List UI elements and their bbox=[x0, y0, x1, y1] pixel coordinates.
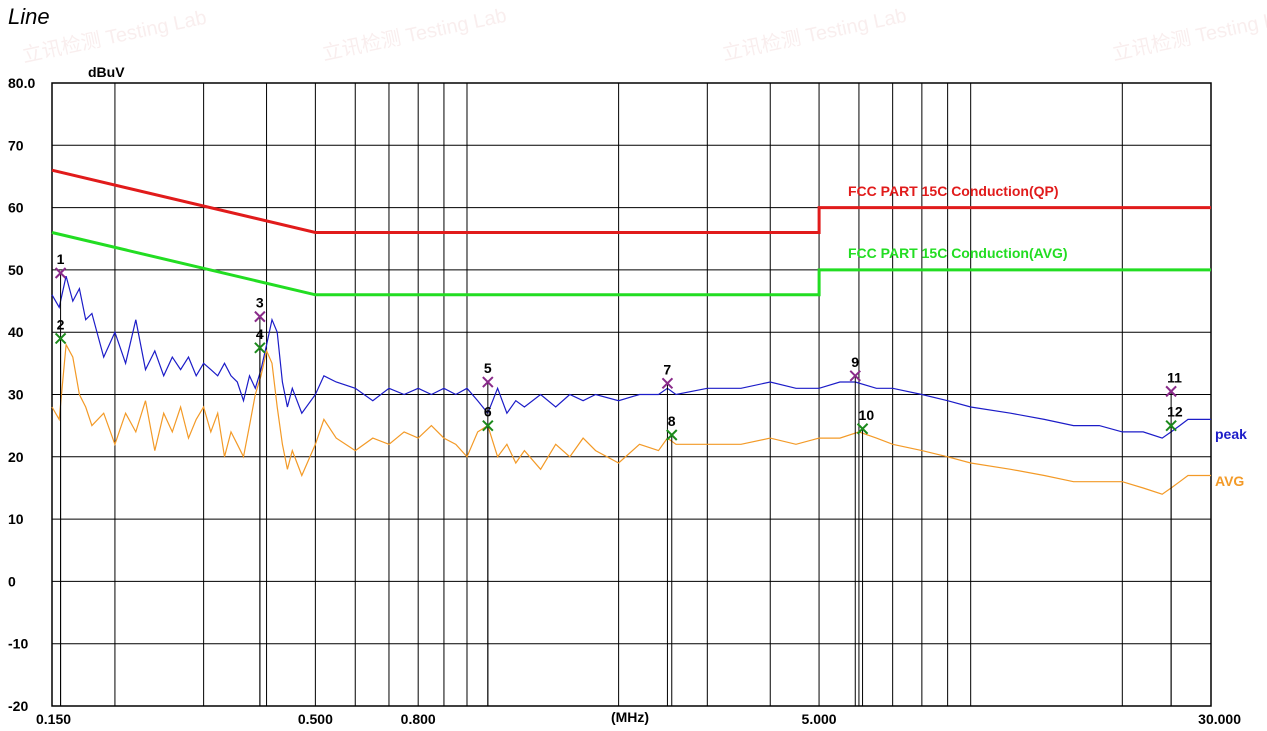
marker-x-10 bbox=[856, 423, 869, 435]
marker-label-11: 11 bbox=[1167, 369, 1182, 385]
y-axis-label: dBuV bbox=[88, 64, 125, 80]
peak-series-label: peak bbox=[1215, 426, 1247, 442]
qp-limit-label: FCC PART 15C Conduction(QP) bbox=[848, 183, 1059, 199]
y-tick-label: 40 bbox=[8, 324, 24, 340]
y-tick-label: 0 bbox=[8, 573, 16, 589]
y-tick-label: 70 bbox=[8, 137, 24, 153]
avg-limit-label: FCC PART 15C Conduction(AVG) bbox=[848, 245, 1068, 261]
x-tick-label: 5.000 bbox=[802, 711, 837, 727]
marker-x-3 bbox=[254, 310, 266, 323]
avg-trace bbox=[51, 342, 1211, 495]
page-title: Line bbox=[8, 4, 50, 29]
marker-label-2: 2 bbox=[57, 316, 65, 332]
y-tick-label: 10 bbox=[8, 511, 24, 527]
marker-x-5 bbox=[482, 376, 494, 388]
marker-x-11 bbox=[1165, 385, 1177, 398]
qp-limit-line bbox=[51, 168, 1211, 234]
peak-trace bbox=[51, 275, 1211, 439]
marker-label-10: 10 bbox=[859, 407, 875, 423]
x-tick-label: 0.150 bbox=[36, 711, 71, 727]
marker-label-3: 3 bbox=[256, 295, 264, 311]
marker-label-8: 8 bbox=[668, 413, 676, 429]
marker-x-2 bbox=[54, 332, 67, 345]
y-tick-label: 30 bbox=[8, 387, 24, 403]
y-tick-label: -10 bbox=[8, 636, 28, 652]
marker-x-4 bbox=[254, 342, 266, 354]
marker-label-12: 12 bbox=[1167, 404, 1183, 420]
marker-label-4: 4 bbox=[256, 326, 264, 342]
marker-label-9: 9 bbox=[851, 354, 859, 370]
marker-x-7 bbox=[661, 377, 674, 389]
marker-x-6 bbox=[482, 419, 494, 432]
y-tick-label: 50 bbox=[8, 262, 24, 278]
avg-limit-line bbox=[51, 231, 1211, 297]
marker-x-9 bbox=[849, 370, 861, 382]
marker-label-1: 1 bbox=[57, 251, 65, 267]
x-tick-label: 30.000 bbox=[1198, 711, 1241, 727]
y-tick-label: 20 bbox=[8, 449, 24, 465]
marker-x-8 bbox=[666, 429, 678, 441]
marker-label-6: 6 bbox=[484, 404, 492, 420]
marker-label-7: 7 bbox=[663, 361, 671, 377]
x-axis-label: (MHz) bbox=[611, 709, 649, 725]
marker-x-1 bbox=[54, 267, 67, 279]
y-tick-label: 60 bbox=[8, 200, 24, 216]
avg-series-label: AVG bbox=[1215, 473, 1244, 489]
marker-x-12 bbox=[1165, 419, 1177, 432]
y-tick-label: 80.0 bbox=[8, 75, 35, 91]
x-tick-label: 0.500 bbox=[298, 711, 333, 727]
y-tick-label: -20 bbox=[8, 698, 28, 714]
x-tick-label: 0.800 bbox=[401, 711, 436, 727]
marker-label-5: 5 bbox=[484, 360, 492, 376]
